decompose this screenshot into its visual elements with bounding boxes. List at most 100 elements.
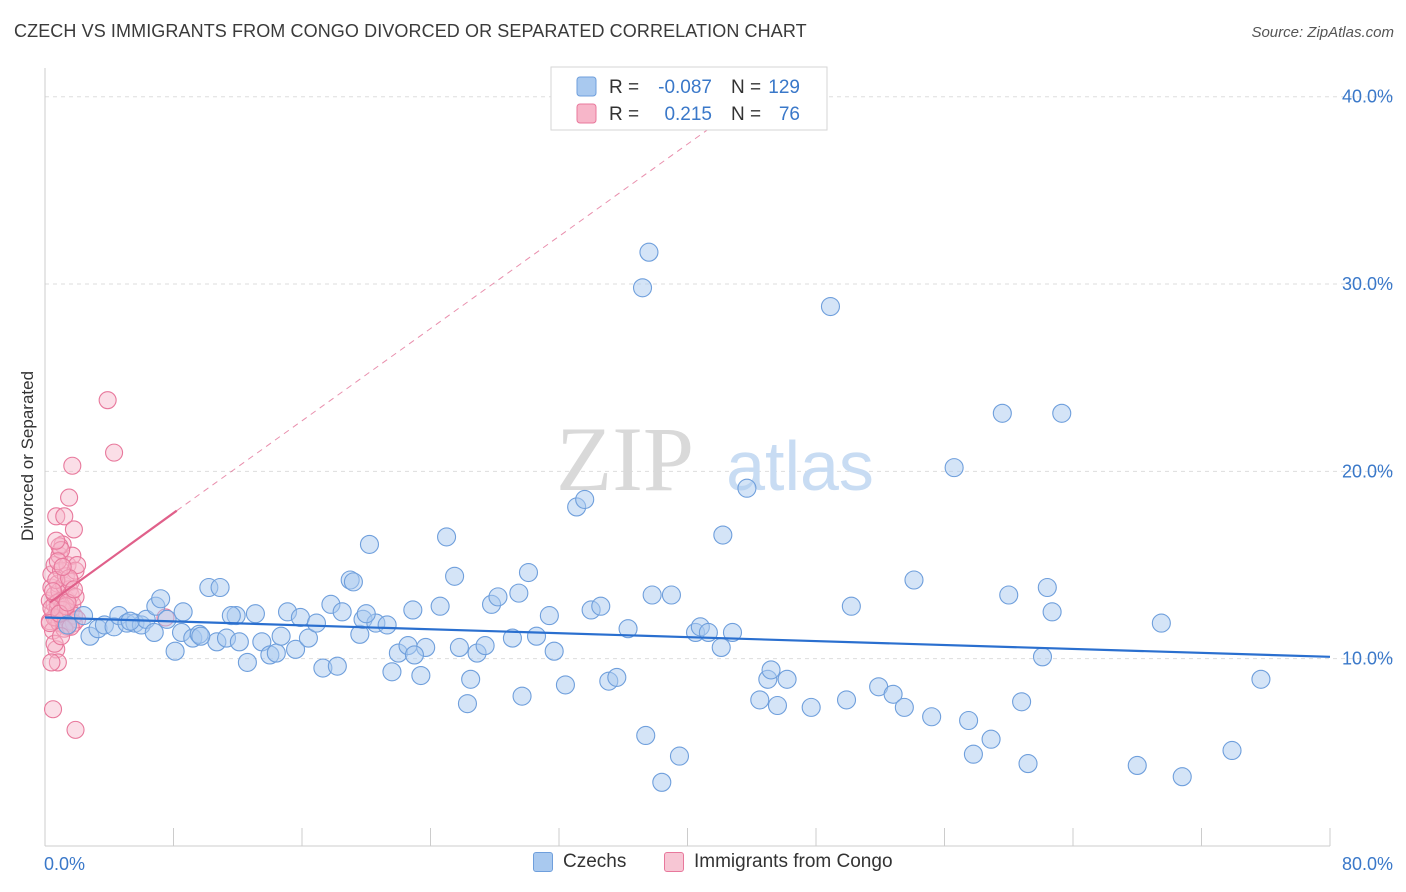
czech-point (1127, 755, 1147, 776)
czech-legend-label: Czechs (563, 851, 627, 872)
congo-point (53, 557, 72, 576)
czech-point (457, 694, 477, 714)
czech-point (883, 684, 903, 704)
stats-legend: R = -0.087 N = 129 R = 0.215 N = 76 (550, 66, 828, 131)
czech-point (144, 622, 164, 643)
congo-point (64, 580, 83, 599)
bottom-legend-czech: Czechs (533, 851, 626, 873)
czech-point (767, 695, 788, 716)
czech-point (737, 478, 757, 498)
congo-point (48, 653, 67, 672)
czech-point (271, 626, 291, 646)
bottom-legend: Czechs Immigrants from Congo (0, 851, 1406, 879)
czech-point (332, 602, 352, 622)
watermark: ZIP atlas (556, 408, 874, 510)
czech-point (191, 626, 211, 646)
y-tick-label: 10.0% (1342, 649, 1393, 669)
legend-congo-swatch (576, 103, 597, 124)
czech-point (904, 570, 924, 590)
czech-point (404, 645, 424, 665)
congo-point (55, 507, 74, 526)
czech-point (642, 585, 662, 605)
legend-czech-n-value: 129 (768, 77, 800, 98)
congo-point (63, 456, 82, 475)
czech-point (777, 669, 797, 689)
czech-point (1042, 602, 1062, 622)
czech-point (359, 534, 380, 554)
czech-point (437, 527, 457, 547)
czech-point (713, 525, 733, 545)
congo-point (47, 531, 66, 550)
congo-legend-label: Immigrants from Congo (694, 851, 893, 872)
czech-point (57, 615, 78, 635)
czech-point (377, 615, 397, 635)
czech-point (618, 619, 638, 639)
y-axis-title: Divorced or Separated (18, 371, 37, 541)
congo-point (98, 391, 117, 410)
czech-point (1222, 740, 1242, 761)
y-tick-label: 20.0% (1342, 461, 1393, 481)
congo-swatch (664, 852, 684, 872)
legend-czech-r-label: R = (609, 77, 639, 98)
czech-trend-line (44, 616, 1331, 658)
congo-point (66, 720, 85, 739)
czech-point (229, 632, 249, 652)
czech-point (1172, 767, 1192, 787)
y-tick-label: 40.0% (1342, 87, 1393, 107)
legend-czech-r-value: -0.087 (658, 77, 712, 98)
czech-point (636, 725, 656, 746)
czech-point (992, 403, 1012, 423)
czech-point (661, 585, 681, 605)
legend-czech-swatch (576, 76, 597, 97)
czech-point (944, 458, 964, 478)
congo-point (48, 552, 67, 571)
czech-point (298, 628, 318, 648)
czech-point (963, 744, 983, 764)
gridlines (45, 96, 1395, 660)
czech-point (981, 729, 1001, 749)
czech-point (639, 242, 659, 262)
czech-swatch (533, 852, 553, 872)
czech-point (173, 602, 193, 622)
czech-point (411, 665, 431, 686)
czech-point (512, 686, 532, 706)
congo-point (64, 520, 83, 539)
czech-point (382, 662, 402, 682)
czech-point (165, 641, 185, 661)
czech-point (669, 746, 690, 766)
czech-point (1052, 403, 1072, 423)
congo-point (105, 443, 124, 462)
trend-lines (44, 120, 1331, 658)
czech-point (445, 566, 465, 586)
legend-congo-n-label: N = (731, 104, 761, 125)
czech-point (356, 604, 376, 624)
congo-point (60, 569, 79, 588)
czech-point (761, 660, 781, 680)
source-label: Source: ZipAtlas.com (1251, 24, 1394, 41)
czech-point (286, 639, 306, 659)
czech-point (157, 609, 177, 629)
tick-labels: 10.0% 20.0% 30.0% 40.0% 0.0% 80.0% (44, 87, 1393, 874)
czech-point (1012, 692, 1032, 712)
czech-point (526, 626, 547, 646)
czech-point (1251, 669, 1271, 689)
czech-point (518, 562, 539, 583)
czech-series (57, 242, 1271, 792)
x-tick-label-min: 0.0% (44, 854, 85, 874)
czech-point (488, 587, 508, 607)
czech-point (343, 572, 363, 592)
czech-point (711, 637, 731, 657)
legend-congo-r-value: 0.215 (664, 104, 712, 125)
bottom-legend-congo: Immigrants from Congo (664, 851, 893, 873)
congo-point (42, 653, 61, 672)
legend-czech-n-label: N = (731, 77, 761, 98)
congo-point (58, 593, 77, 612)
czech-point (403, 600, 423, 620)
czech-point (539, 606, 559, 626)
czech-point (449, 637, 469, 657)
czech-point (1018, 754, 1038, 774)
czech-point (1151, 613, 1171, 633)
czech-point (221, 606, 241, 626)
czech-point (801, 697, 821, 717)
